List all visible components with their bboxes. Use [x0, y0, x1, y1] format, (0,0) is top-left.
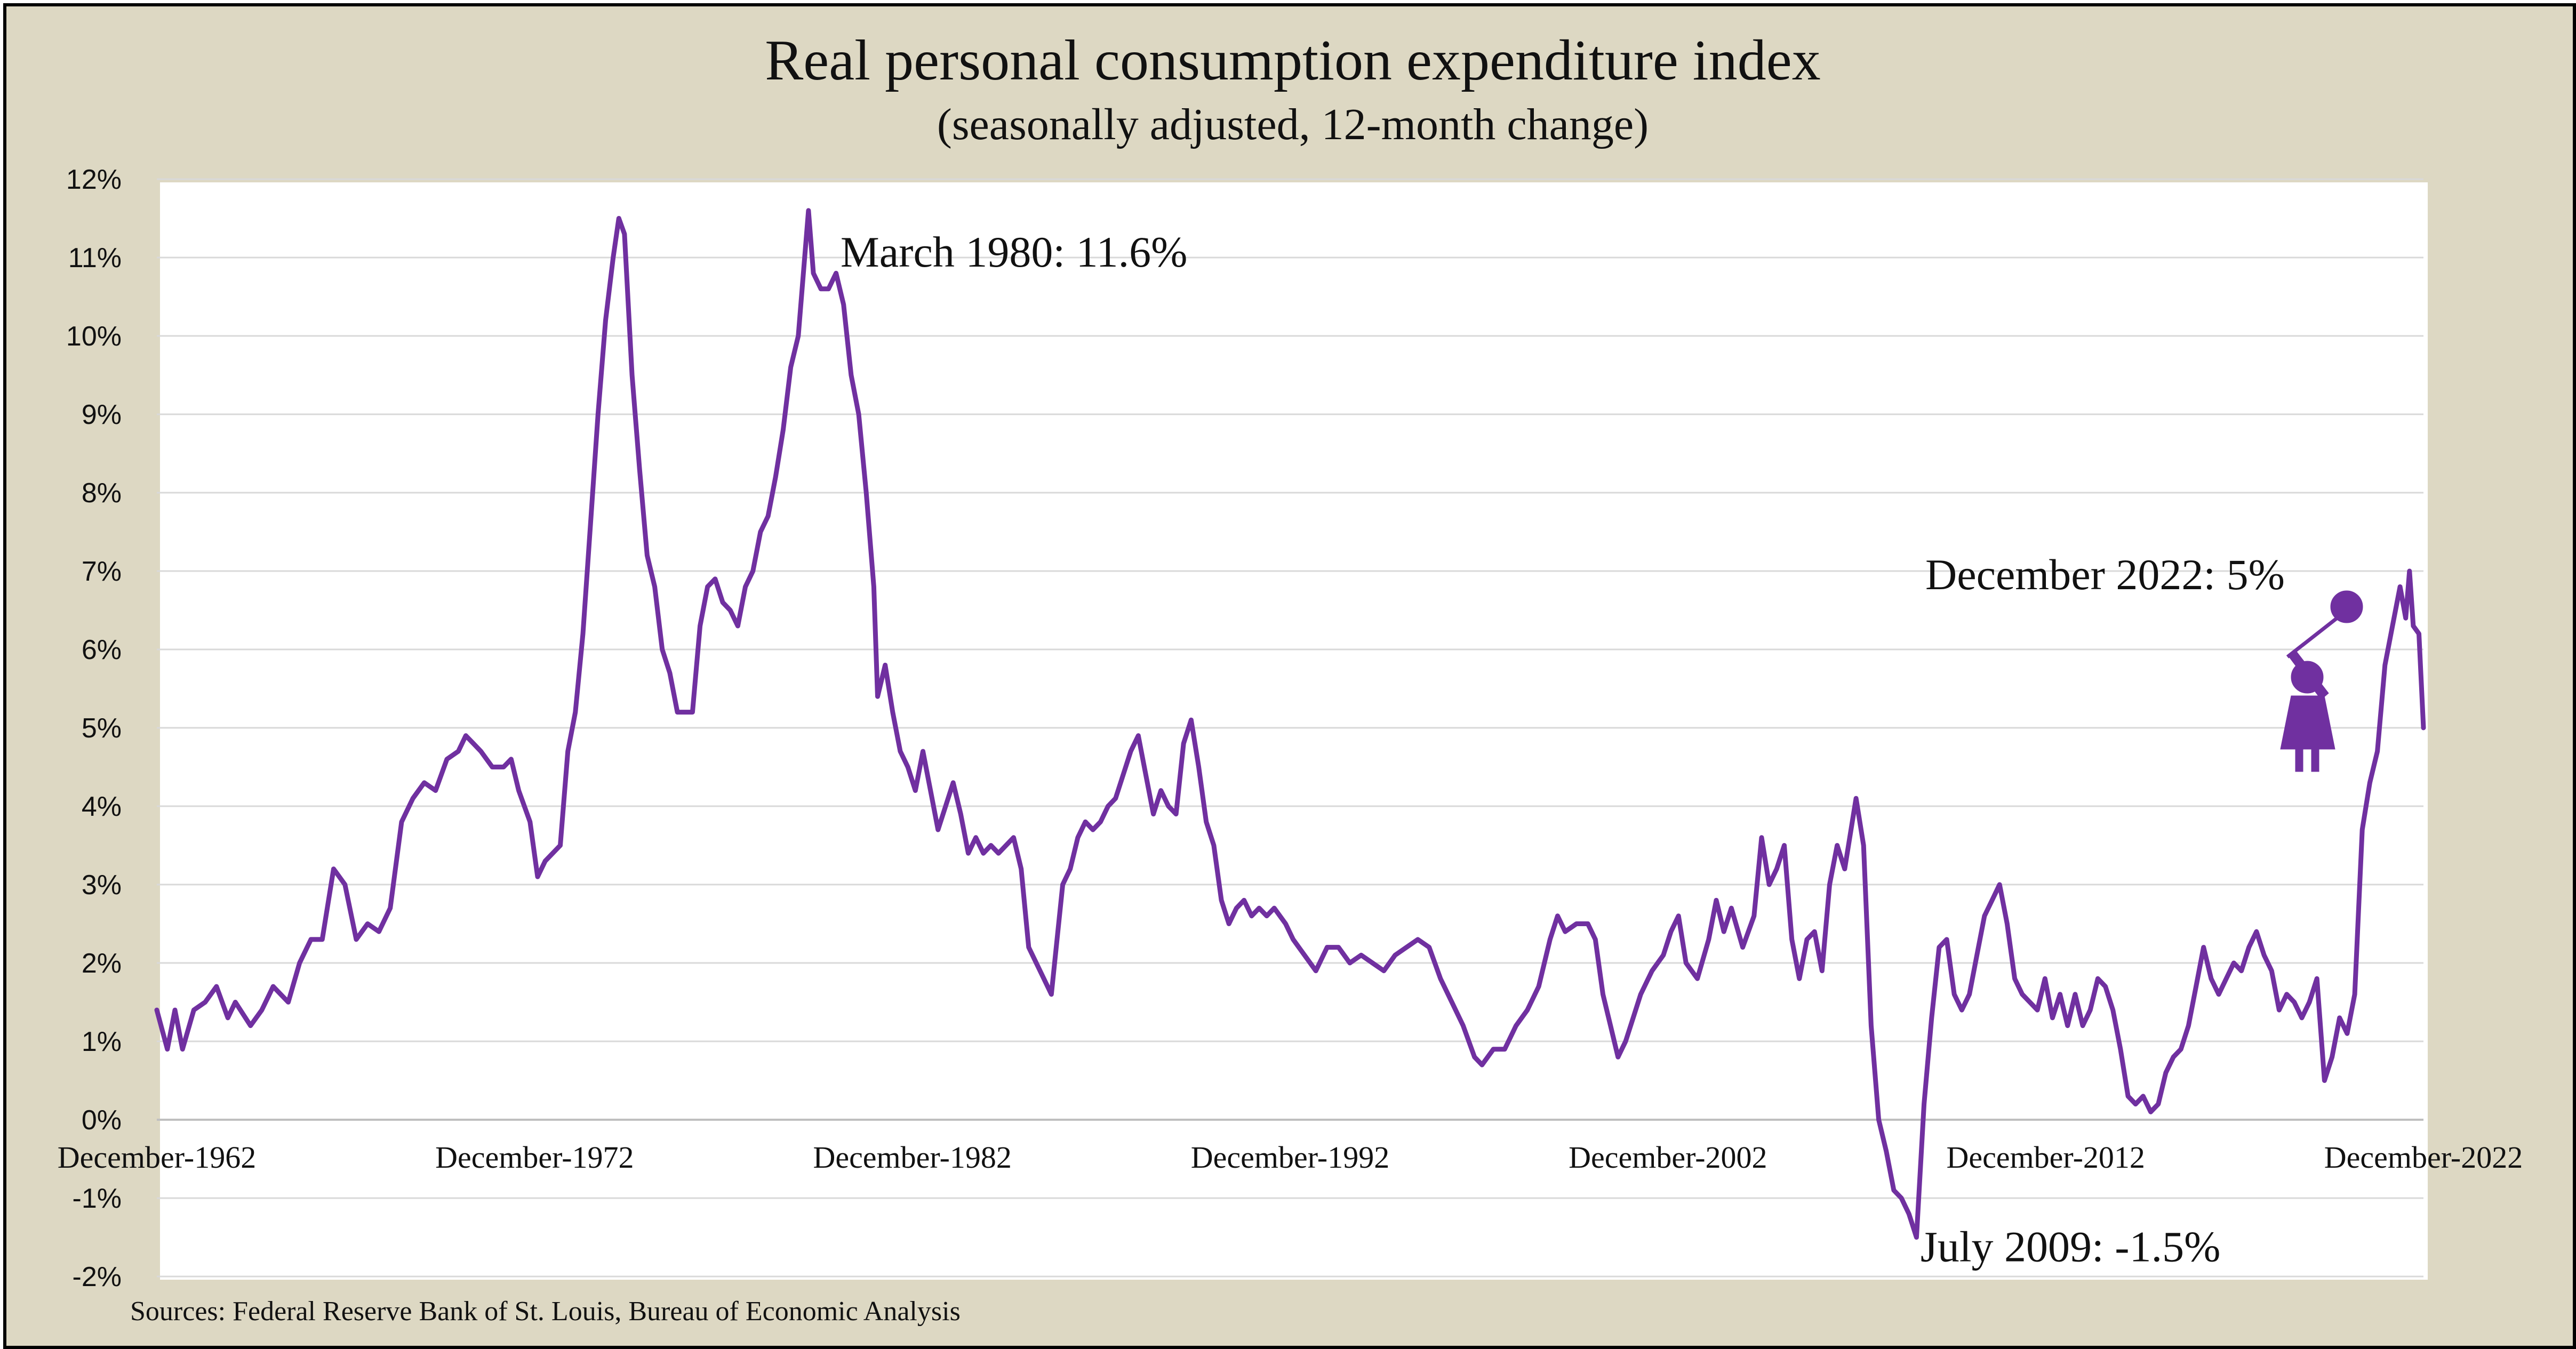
x-tick-label: December-1982 [813, 1140, 1011, 1175]
x-tick-label: December-2022 [2324, 1140, 2523, 1175]
y-tick-label: 11% [68, 243, 122, 274]
y-tick-label: 5% [82, 713, 122, 744]
y-tick-label: 10% [66, 321, 122, 352]
y-tick-label: -2% [73, 1262, 122, 1292]
y-axis-tick-labels: 12% 11% 10% 9% 8% 7% 6% 5% 4% 3% 2% 1% 0% -1% -2% [66, 164, 122, 1292]
y-tick-label: -1% [73, 1183, 122, 1214]
girl-with-balloon-icon [2280, 590, 2363, 772]
y-tick-label: 8% [82, 478, 122, 509]
y-tick-label: 6% [82, 635, 122, 665]
plot-area [160, 182, 2428, 1280]
x-tick-label: December-1962 [58, 1140, 256, 1175]
y-tick-label: 2% [82, 948, 122, 979]
x-tick-label: December-1972 [435, 1140, 634, 1175]
x-axis-tick-labels: December-1962 December-1972 December-1982 D… [58, 1140, 2523, 1175]
y-tick-label: 3% [82, 870, 122, 901]
grid-lines [157, 178, 2423, 1278]
chart-title: Real personal consumption expenditure in… [765, 29, 1821, 92]
chart-frame: Real personal consumption expenditure in… [3, 3, 2576, 1349]
y-tick-label: 12% [66, 164, 122, 195]
y-tick-label: 1% [82, 1026, 122, 1057]
series-line [154, 208, 2426, 1240]
annotation-label: July 2009: -1.5% [1921, 1223, 2221, 1271]
annotations: March 1980: 11.6% July 2009: -1.5% Decembe… [841, 228, 2285, 1271]
y-tick-label: 9% [82, 399, 122, 430]
y-tick-label: 4% [82, 791, 122, 822]
source-note: Sources: Federal Reserve Bank of St. Lou… [130, 1296, 961, 1327]
x-tick-label: December-1992 [1191, 1140, 1389, 1175]
x-tick-label: December-2002 [1569, 1140, 1767, 1175]
chart-subtitle: (seasonally adjusted, 12-month change) [937, 100, 1649, 149]
y-tick-label: 0% [82, 1105, 122, 1136]
annotation-label: March 1980: 11.6% [841, 228, 1188, 276]
annotation-label: December 2022: 5% [1925, 550, 2285, 599]
y-tick-label: 7% [82, 556, 122, 587]
x-tick-label: December-2012 [1946, 1140, 2145, 1175]
